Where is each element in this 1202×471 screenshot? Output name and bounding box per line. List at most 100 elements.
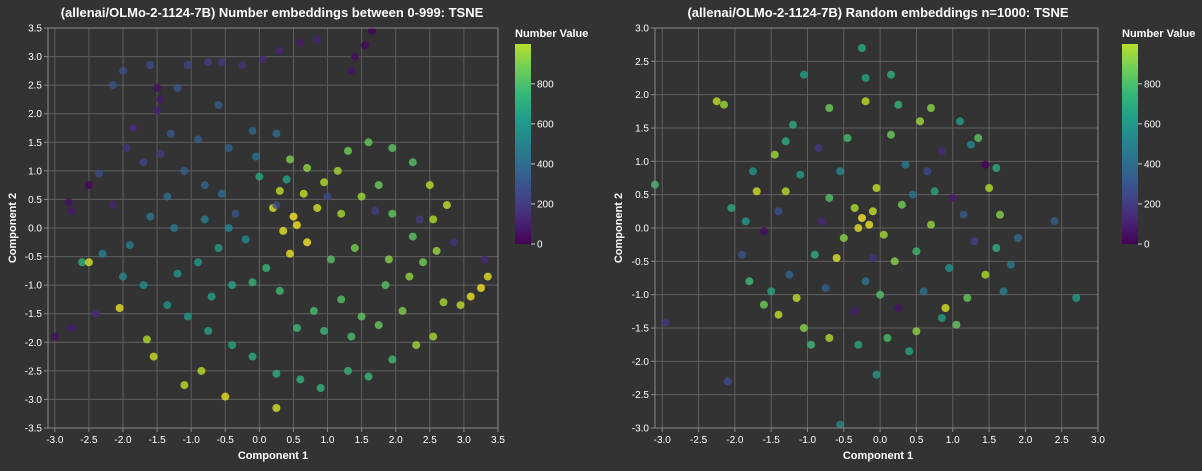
data-point: [350, 244, 359, 252]
x-tick-label: 0.0: [873, 435, 887, 446]
data-point: [122, 144, 131, 152]
y-tick-label: -1.5: [25, 309, 43, 320]
x-axis-title: Component 1: [843, 450, 913, 462]
data-point: [945, 264, 954, 272]
data-point: [836, 167, 845, 176]
x-tick-label: -0.5: [835, 435, 853, 446]
data-point: [908, 190, 917, 199]
data-point: [367, 26, 376, 35]
y-tick-label: 3.0: [635, 24, 649, 35]
data-point: [868, 254, 877, 262]
data-point: [221, 392, 230, 401]
data-point: [323, 192, 332, 201]
data-point: [200, 215, 209, 224]
x-tick-label: 1.5: [982, 435, 996, 446]
data-point: [789, 120, 797, 129]
points: [50, 26, 492, 412]
x-tick-label: 1.0: [946, 435, 960, 446]
data-point: [712, 97, 721, 106]
data-point: [927, 220, 935, 229]
data-point: [163, 192, 172, 201]
data-point: [214, 101, 223, 110]
data-point: [415, 215, 424, 224]
data-point: [142, 335, 151, 344]
data-point: [238, 61, 247, 70]
data-point: [241, 235, 250, 244]
data-point: [272, 404, 281, 412]
x-ticks: -3.0 -2.5 -2.0 -1.5 -1.0 -0.5 0.0 0.5 1.0 1.5 2.0 2…: [46, 428, 505, 446]
data-point: [1014, 234, 1023, 242]
data-point: [759, 227, 768, 236]
y-tick-label: 1.0: [28, 166, 42, 177]
y-tick-label: 1.5: [28, 138, 42, 149]
legend-tick-label: 400: [537, 159, 554, 170]
data-point: [272, 129, 281, 138]
data-point: [408, 158, 417, 167]
data-point: [119, 272, 127, 281]
data-point: [115, 304, 124, 312]
y-ticks: -3.5 -3.0 -2.5 -2.0 -1.5 -1.0 -0.5 0.0 0.5 1.0 1.5…: [25, 24, 48, 435]
data-point: [807, 340, 816, 349]
data-point: [872, 184, 881, 192]
data-point: [799, 70, 808, 79]
data-point: [767, 287, 776, 296]
x-tick-label: 2.5: [423, 435, 437, 446]
data-point: [84, 258, 93, 267]
data-point: [810, 250, 819, 259]
data-point: [992, 164, 1001, 172]
y-tick-label: 1.0: [635, 157, 649, 168]
data-point: [95, 169, 104, 178]
data-point: [207, 292, 216, 301]
data-point: [275, 186, 284, 195]
data-point: [927, 104, 935, 112]
data-point: [912, 327, 921, 336]
data-point: [320, 326, 329, 335]
data-point: [156, 95, 165, 104]
data-point: [752, 187, 761, 196]
y-tick-label: 1.5: [635, 124, 649, 135]
chart-random-embeddings: (allenai/OLMo-2-1124-7B) Random embeddin…: [613, 5, 1195, 462]
x-tick-label: -2.5: [80, 435, 98, 446]
data-point: [727, 204, 736, 212]
data-point: [125, 241, 134, 250]
data-point: [364, 138, 373, 147]
y-tick-label: -2.5: [25, 366, 43, 377]
data-point: [858, 214, 866, 222]
legend-tick-label: 800: [1144, 79, 1161, 90]
data-point: [258, 55, 267, 64]
points: [651, 44, 1081, 429]
data-point: [774, 207, 783, 216]
y-tick-label: 2.0: [635, 90, 649, 101]
data-point: [224, 144, 233, 152]
data-point: [309, 306, 318, 315]
data-point: [170, 224, 179, 232]
y-tick-label: -2.0: [25, 338, 43, 349]
x-tick-label: 3.5: [491, 435, 505, 446]
data-point: [292, 324, 301, 332]
chart-title: (allenai/OLMo-2-1124-7B) Number embeddin…: [61, 5, 484, 20]
color-legend: Number Value 0 200 400 600 800: [515, 28, 588, 251]
data-point: [770, 150, 779, 159]
data-point: [50, 332, 59, 341]
x-tick-label: 1.5: [355, 435, 369, 446]
data-point: [333, 166, 342, 175]
y-tick-label: -2.5: [632, 390, 650, 401]
legend-tick-label: 200: [1144, 199, 1161, 210]
y-tick-label: 0.0: [635, 224, 649, 235]
data-point: [952, 320, 961, 329]
data-point: [981, 160, 990, 169]
y-tick-label: -3.5: [25, 424, 43, 435]
data-point: [883, 334, 892, 342]
data-point: [825, 334, 834, 342]
data-point: [796, 170, 805, 179]
chart-number-embeddings: (allenai/OLMo-2-1124-7B) Number embeddin…: [7, 5, 588, 462]
data-point: [439, 298, 448, 307]
data-point: [1006, 260, 1015, 269]
data-point: [854, 340, 863, 349]
data-point: [344, 366, 352, 375]
data-point: [153, 84, 162, 92]
data-point: [466, 292, 475, 301]
data-point: [974, 134, 983, 142]
data-point: [388, 144, 397, 152]
data-point: [843, 134, 852, 142]
